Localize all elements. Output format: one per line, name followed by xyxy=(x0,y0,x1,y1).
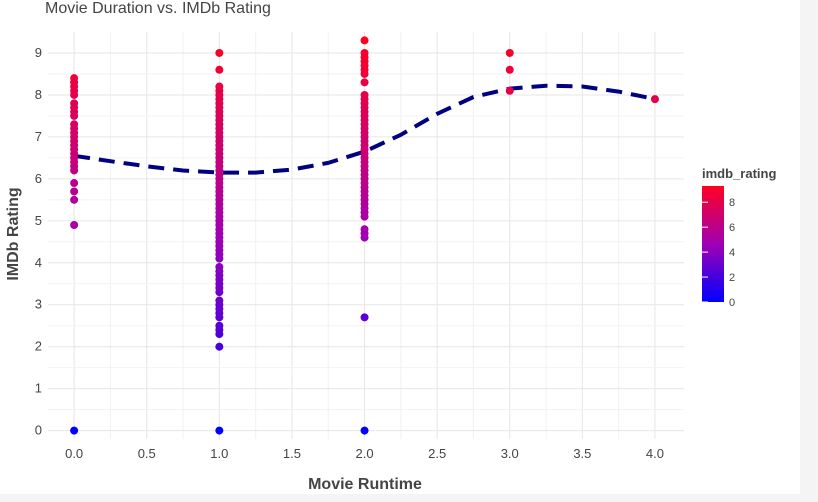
scatter-chart: Movie Duration vs. IMDb Rating 0.0 0.5 1.0… xyxy=(5,0,776,493)
data-point xyxy=(215,426,224,435)
y-tick-label: 2 xyxy=(35,339,42,354)
y-tick-label: 8 xyxy=(35,87,42,102)
y-tick-label: 3 xyxy=(35,297,42,312)
colorbar-tick-label: 6 xyxy=(729,222,735,234)
x-tick-label: 2.0 xyxy=(356,446,374,461)
x-tick-label: 0.5 xyxy=(138,446,156,461)
data-point xyxy=(650,95,659,104)
colorbar-tick-label: 2 xyxy=(729,272,735,284)
x-tick-label: 3.5 xyxy=(573,446,591,461)
color-legend: imdb_rating 0 2 4 6 8 xyxy=(702,166,776,309)
colorbar-tick-label: 4 xyxy=(729,247,735,259)
data-point xyxy=(215,48,224,57)
y-tick-label: 6 xyxy=(35,171,42,186)
y-tick-label: 5 xyxy=(35,213,42,228)
chart-panel: Movie Duration vs. IMDb Rating 0.0 0.5 1.0… xyxy=(0,0,800,494)
y-tick-label: 1 xyxy=(35,381,42,396)
x-tick-label: 1.5 xyxy=(283,446,301,461)
data-point xyxy=(360,225,369,234)
data-point xyxy=(505,48,514,57)
data-point xyxy=(215,262,224,271)
data-point xyxy=(360,90,369,99)
y-tick-label: 9 xyxy=(35,45,42,60)
data-point xyxy=(70,74,79,83)
data-point xyxy=(70,187,79,196)
data-point xyxy=(505,65,514,74)
point-layer xyxy=(70,36,659,435)
colorbar xyxy=(702,186,724,302)
chart-title: Movie Duration vs. IMDb Rating xyxy=(45,0,271,17)
data-point xyxy=(215,296,224,305)
x-tick-label: 2.5 xyxy=(428,446,446,461)
legend-title: imdb_rating xyxy=(702,166,776,181)
trend-line xyxy=(73,83,656,175)
data-point xyxy=(215,65,224,74)
trend-line-layer xyxy=(73,83,656,175)
data-point xyxy=(215,342,224,351)
data-point xyxy=(70,179,79,188)
data-point xyxy=(215,321,224,330)
y-tick-label: 4 xyxy=(35,255,42,270)
data-point xyxy=(505,86,514,95)
data-point xyxy=(70,99,79,108)
x-tick-label: 0.0 xyxy=(65,446,83,461)
colorbar-ticks: 0 2 4 6 8 xyxy=(702,197,735,309)
data-point xyxy=(70,426,79,435)
data-point xyxy=(360,313,369,322)
data-point xyxy=(360,78,369,87)
x-tick-label: 3.0 xyxy=(501,446,519,461)
y-tick-label: 7 xyxy=(35,129,42,144)
x-tick-label: 4.0 xyxy=(646,446,664,461)
tick-labels: 0.0 0.5 1.0 1.5 2.0 2.5 3.0 3.5 4.0 0 1 2 3 4 5 6 7 8 9 xyxy=(35,45,664,461)
data-point xyxy=(360,48,369,57)
data-point xyxy=(70,195,79,204)
data-point xyxy=(215,82,224,91)
data-point xyxy=(70,120,79,129)
colorbar-tick-label: 0 xyxy=(729,297,735,309)
data-point xyxy=(360,36,369,45)
x-tick-label: 1.0 xyxy=(210,446,228,461)
y-axis-title: IMDb Rating xyxy=(5,187,22,280)
y-tick-label: 0 xyxy=(35,423,42,438)
colorbar-tick-label: 8 xyxy=(729,197,735,209)
x-axis-title: Movie Runtime xyxy=(308,476,422,493)
data-point xyxy=(360,426,369,435)
data-point xyxy=(70,221,79,230)
